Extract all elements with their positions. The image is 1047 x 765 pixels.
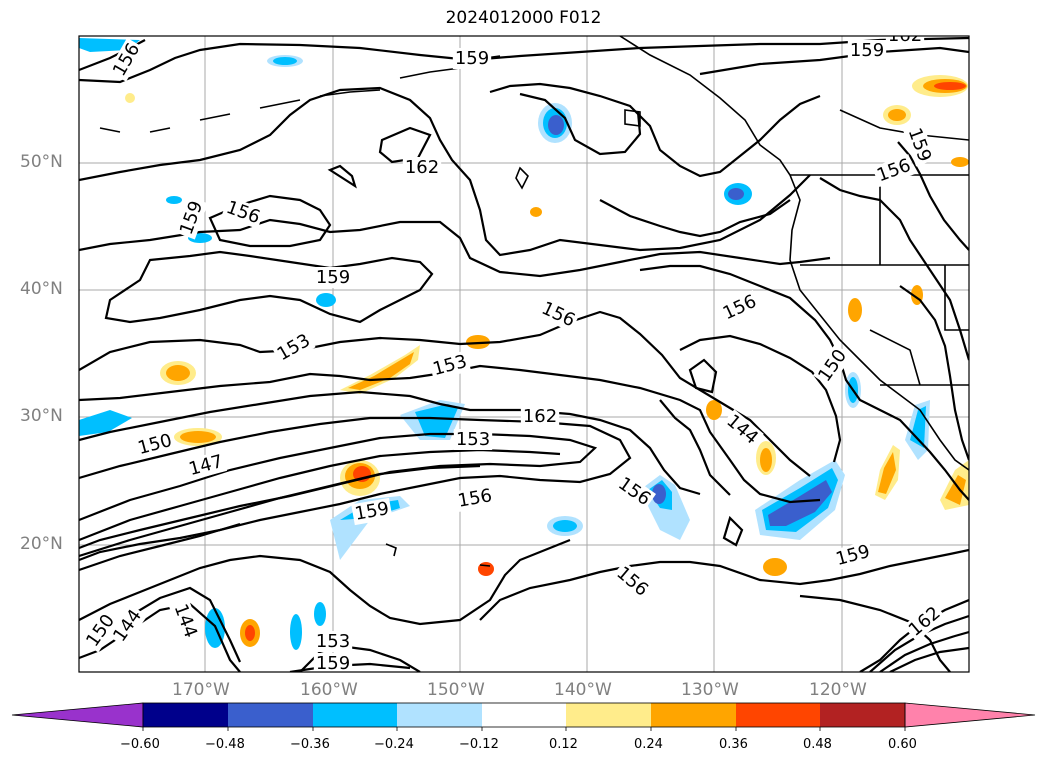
colorbar-tick-label: −0.24: [374, 737, 414, 752]
lon-label-160w: 160°W: [300, 680, 358, 700]
colorbar-segment: [482, 703, 566, 727]
contour-label-halo: [169, 599, 202, 643]
colorbar-segment: [397, 703, 482, 727]
contour-label-halo: [453, 429, 493, 450]
map-panel: [79, 36, 969, 672]
contour-label-halo: [452, 48, 492, 69]
contour-label-halo: [717, 289, 762, 326]
contour-label-halo: [313, 631, 353, 652]
lon-label-170w: 170°W: [172, 680, 230, 700]
colorbar-extend-low: [11, 702, 144, 728]
contour-label-halo: [903, 123, 936, 167]
contour-label: 153: [316, 631, 350, 652]
contour-label-halo: [610, 561, 654, 602]
colorbar-tick-label: −0.60: [120, 737, 160, 752]
contour-label-halo: [720, 409, 764, 450]
contour-label: 162: [405, 157, 439, 178]
map-border: [78, 35, 970, 673]
contour-label: 153: [456, 429, 490, 450]
lat-label-40n: 40°N: [20, 279, 63, 299]
lon-label-150w: 150°W: [427, 680, 485, 700]
contour-label-halo: [107, 37, 146, 82]
contour-label-halo: [520, 406, 560, 427]
colorbar: [11, 702, 1036, 731]
contour-label-halo: [221, 196, 265, 229]
contour-label-halo: [872, 154, 916, 187]
contour-label: 162: [523, 406, 557, 427]
colorbar-segment: [228, 703, 313, 727]
contour-label-halo: [831, 540, 875, 571]
colorbar-segment: [566, 703, 651, 727]
contour-label-halo: [402, 157, 442, 178]
contour-label: 159: [316, 267, 350, 288]
colorbar-tick-label: 0.60: [888, 737, 917, 752]
lat-label-30n: 30°N: [20, 406, 63, 426]
contour-label: 162: [888, 25, 922, 46]
colorbar-tick-label: −0.36: [290, 737, 330, 752]
contour-label-halo: [454, 484, 496, 513]
colorbar-segment: [820, 703, 905, 727]
map-title: 2024012000 F012: [445, 8, 602, 28]
contour-label-halo: [812, 343, 853, 388]
lat-label-20n: 20°N: [20, 534, 63, 554]
contour-label-halo: [271, 328, 316, 367]
contour-label-halo: [612, 471, 657, 512]
colorbar-segment: [313, 703, 397, 727]
contour-label: 159: [850, 40, 884, 61]
contour-label: 159: [455, 48, 489, 69]
contour-label: 159: [316, 653, 350, 674]
colorbar-tick-label: 0.36: [719, 737, 748, 752]
lon-label-120w: 120°W: [809, 680, 867, 700]
contour-label-halo: [903, 601, 947, 642]
contour-label-halo: [428, 350, 472, 381]
colorbar-tick-label: 0.12: [549, 737, 578, 752]
contour-label-halo: [536, 296, 581, 333]
contour-label-halo: [184, 450, 228, 481]
lon-label-130w: 130°W: [681, 680, 739, 700]
contour-label-halo: [313, 267, 353, 288]
colorbar-segment: [736, 703, 820, 727]
colorbar-segment: [651, 703, 736, 727]
contour-label-halo: [885, 36, 925, 46]
contour-label-halo: [313, 653, 353, 672]
shaded-anomalies: [79, 38, 969, 650]
contour-label-halo: [107, 603, 148, 648]
lat-label-50n: 50°N: [20, 152, 63, 172]
contour-label-halo: [80, 608, 121, 653]
colorbar-tick-label: −0.12: [459, 737, 499, 752]
colorbar-tick-label: 0.48: [803, 737, 832, 752]
contour-label-halo: [175, 196, 208, 240]
contour-label-halo: [133, 429, 177, 460]
colorbar-extend-high: [904, 702, 1036, 728]
colorbar-tick-label: −0.48: [205, 737, 245, 752]
coastlines: [99, 36, 969, 567]
contour-label-halo: [351, 497, 393, 526]
lon-label-140w: 140°W: [554, 680, 612, 700]
colorbar-tick-label: 0.24: [634, 737, 663, 752]
contour-label-halo: [847, 40, 887, 61]
contour-labels: 156 159 162 159 159 162 156 159 159 156 …: [80, 25, 947, 674]
colorbar-segment: [143, 703, 228, 727]
